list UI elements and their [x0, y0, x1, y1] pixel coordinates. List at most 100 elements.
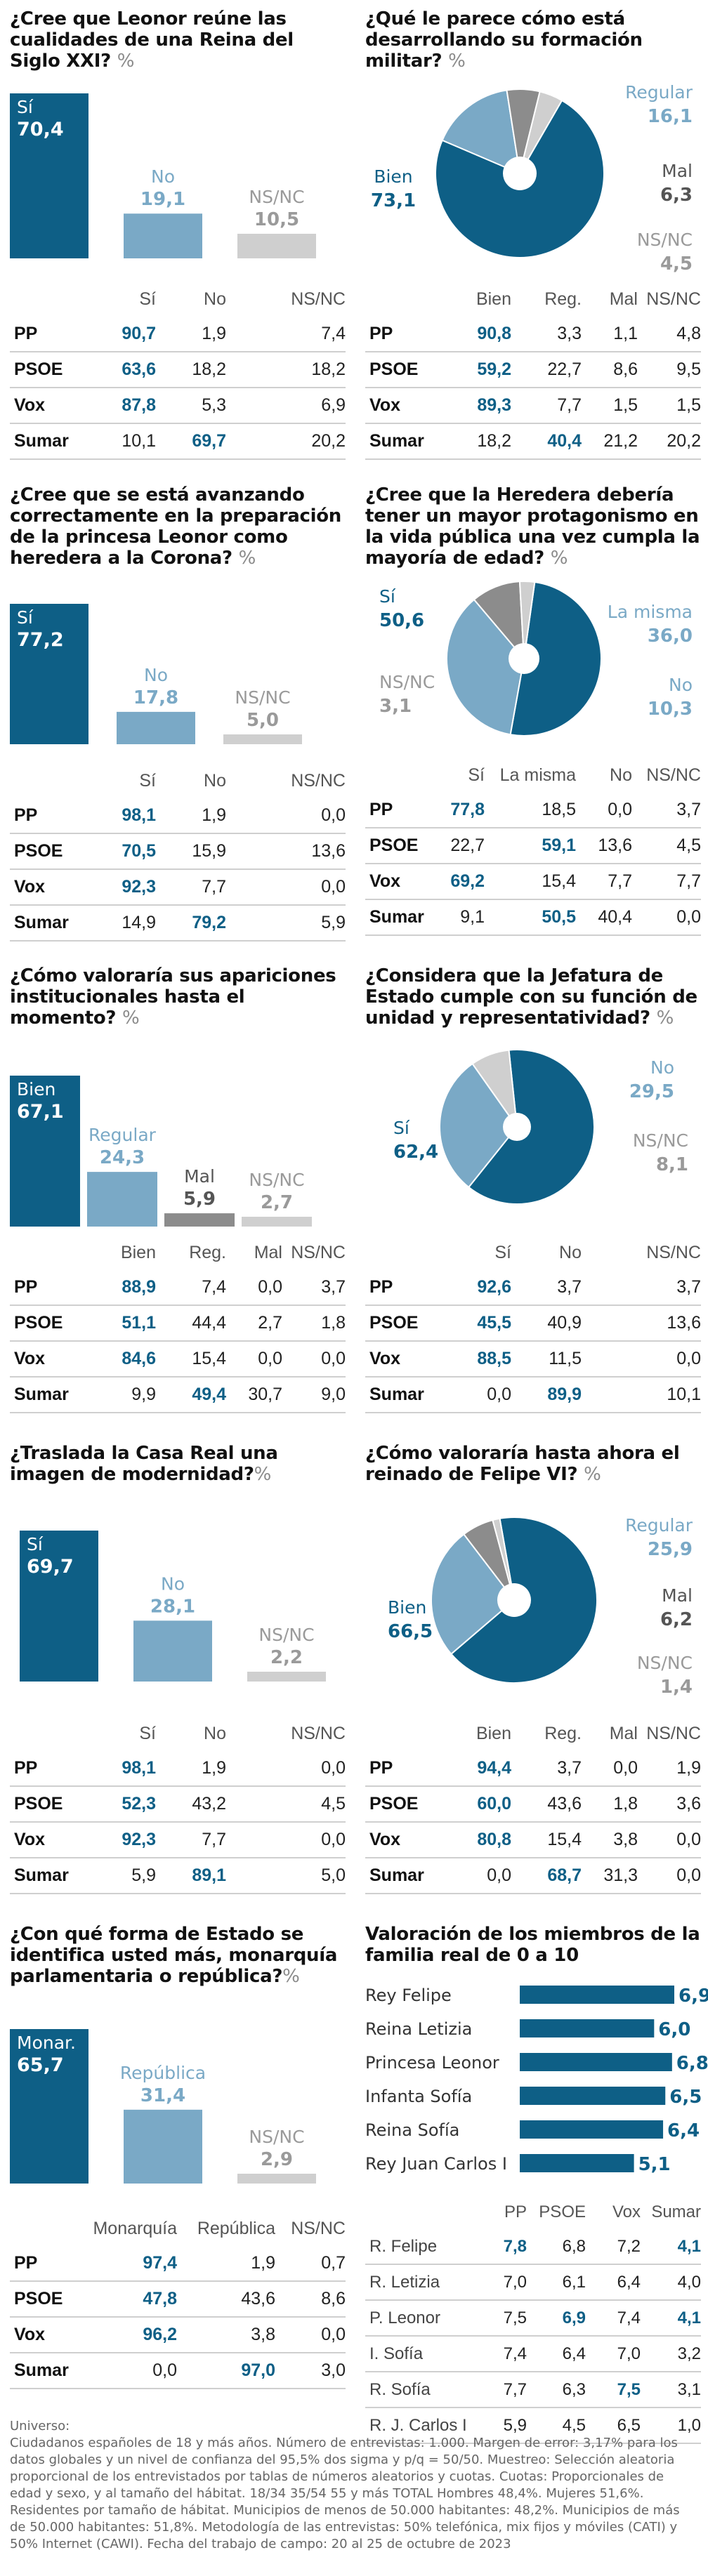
- table-row: Sumar 18,2 40,4 21,2 20,2: [365, 423, 701, 460]
- question-title: ¿Traslada la Casa Real una imagen de mod…: [10, 1443, 346, 1485]
- pie-value-label: 10,3: [648, 699, 693, 720]
- panel-forma-estado: ¿Con qué forma de Estado se identifica u…: [10, 1924, 346, 2389]
- table-row: Sumar 0,0 68,7 31,3 0,0: [365, 1858, 701, 1894]
- row-label: P. Leonor: [365, 2300, 471, 2337]
- question-text: ¿Con qué forma de Estado se identifica u…: [10, 1924, 338, 1987]
- pie-category-label: Mal: [662, 161, 693, 181]
- table-header-row: Sí No NS/NC: [10, 764, 346, 798]
- table-cell: 49,4: [156, 1377, 226, 1413]
- pie-category-label: Sí: [393, 1118, 410, 1138]
- row-label: Vox: [365, 1341, 427, 1378]
- table-header-row: Bien Reg. Mal NS/NC: [365, 282, 701, 317]
- table-row: I. Sofía 7,4 6,4 7,0 3,2: [365, 2336, 701, 2372]
- table-header-row: Monarquía República NS/NC: [10, 2212, 346, 2246]
- table-row: PP 90,7 1,9 7,4: [10, 317, 346, 352]
- hbar-value-label: 6,8: [676, 2053, 708, 2074]
- row-label: Sumar: [10, 2353, 72, 2389]
- bar-value-label: 5,9: [183, 1189, 216, 1210]
- pie-slice-0: [509, 581, 602, 737]
- party-table: Sí No NS/NC PP 98,1 1,9 0,0 PSOE 52,3 43,2 4,5 Vox 9…: [10, 1717, 346, 1894]
- table-cell: 20,2: [638, 423, 701, 460]
- bar-value-label: 67,1: [17, 1101, 64, 1123]
- question-unit: %: [282, 1966, 300, 1987]
- pie-value-label: 6,3: [660, 185, 693, 206]
- bar-value-label: 65,7: [17, 2054, 64, 2076]
- party-table: Bien Reg. Mal NS/NC PP 90,8 3,3 1,1 4,8 PSOE 59,2 2…: [365, 282, 701, 460]
- table-cell: 2,7: [226, 1305, 282, 1342]
- row-label: Sumar: [365, 1377, 427, 1413]
- table-cell: 7,7: [576, 864, 632, 900]
- table-cell: 18,5: [485, 793, 576, 828]
- table-row: Vox 89,3 7,7 1,5 1,5: [365, 388, 701, 424]
- question-title: ¿Con qué forma de Estado se identifica u…: [10, 1924, 346, 1987]
- table-row: Sumar 9,1 50,5 40,4 0,0: [365, 899, 701, 936]
- bar-category-label: No: [161, 1573, 185, 1594]
- table-cell: 5,9: [471, 2407, 527, 2444]
- table-row: Vox 92,3 7,7 0,0: [10, 869, 346, 906]
- row-label: PP: [365, 317, 427, 352]
- pie-chart: Sí 62,4 No 29,5 NS/NC 8,1: [393, 1049, 688, 1205]
- pie-slice-3: [492, 1517, 515, 1601]
- row-label: PP: [10, 1751, 72, 1787]
- table-cell: 3,7: [632, 793, 701, 828]
- bar-category-label: Monar.: [17, 2033, 76, 2053]
- panel-reinado-felipe: ¿Cómo valoraría hasta ahora el reinado d…: [365, 1443, 701, 1894]
- table-column-header: Bien: [120, 1243, 156, 1262]
- methodology-footer: Universo: Ciudadanos españoles de 18 y m…: [10, 2419, 680, 2551]
- pie-category-label: Mal: [662, 1585, 693, 1606]
- row-label: Sumar: [10, 1377, 72, 1413]
- panel-preparacion-heredera: ¿Cree que se está avanzando correctament…: [10, 484, 346, 942]
- pie-category-label: NS/NC: [637, 230, 693, 250]
- table-cell: 89,9: [511, 1377, 582, 1413]
- table-column-header: Reg.: [544, 1724, 582, 1743]
- panel-modernidad: ¿Traslada la Casa Real una imagen de mod…: [10, 1443, 346, 1894]
- table-cell: 0,0: [638, 1822, 701, 1858]
- party-table: Bien Reg. Mal NS/NC PP 94,4 3,7 0,0 1,9 PSOE 60,0 4…: [365, 1717, 701, 1894]
- table-cell: 0,0: [582, 1751, 638, 1787]
- table-cell: 7,8: [471, 2229, 527, 2265]
- table-cell: 60,0: [427, 1786, 511, 1823]
- table-cell: 7,4: [156, 1270, 226, 1306]
- table-cell: 7,0: [471, 2264, 527, 2301]
- table-cell: 3,3: [511, 317, 582, 352]
- table-cell: 6,9: [226, 388, 346, 424]
- table-cell: 6,5: [586, 2407, 641, 2444]
- table-column-header: Bien: [476, 289, 511, 309]
- table-cell: 92,3: [72, 1822, 156, 1858]
- table-cell: 1,5: [638, 388, 701, 424]
- bar-value-label: 17,8: [133, 687, 178, 708]
- table-cell: 88,9: [72, 1270, 156, 1306]
- table-column-header: Sí: [139, 1724, 156, 1743]
- party-table: Sí No NS/NC PP 98,1 1,9 0,0 PSOE 70,5 15,9 13,6 Vox…: [10, 764, 346, 942]
- table-cell: 47,8: [72, 2281, 177, 2318]
- hbar-1: [520, 2019, 655, 2037]
- member-table: PP PSOE Vox Sumar R. Felipe 7,8 6,8 7,2 4,1 R. Le…: [365, 2195, 701, 2444]
- table-cell: 1,8: [282, 1305, 346, 1342]
- row-label: PP: [10, 1270, 72, 1306]
- bar-value-label: 2,7: [261, 1192, 293, 1213]
- bar-value-label: 19,1: [140, 189, 185, 210]
- row-label: PP: [10, 317, 72, 352]
- pie-hole: [503, 157, 537, 190]
- hbar-category-label: Princesa Leonor: [365, 2053, 499, 2073]
- table-cell: 4,0: [641, 2264, 701, 2301]
- table-cell: 7,7: [511, 388, 582, 424]
- hbar-category-label: Rey Felipe: [365, 1986, 452, 2005]
- table-cell: 20,2: [226, 423, 346, 460]
- table-column-header: NS/NC: [646, 1724, 701, 1743]
- row-label: PP: [10, 798, 72, 834]
- bar-2: [164, 1213, 235, 1227]
- question-unit: %: [656, 1008, 674, 1029]
- row-label: PSOE: [365, 1305, 427, 1342]
- table-row: Sumar 0,0 89,9 10,1: [365, 1377, 701, 1413]
- pie-slice-1: [446, 598, 525, 736]
- table-column-header: NS/NC: [291, 1243, 346, 1262]
- table-row: Sumar 5,9 89,1 5,0: [10, 1858, 346, 1894]
- table-row: PSOE 70,5 15,9 13,6: [10, 833, 346, 870]
- bar-category-label: NS/NC: [249, 2127, 304, 2147]
- row-label: PSOE: [365, 352, 427, 388]
- pie-category-label: No: [669, 675, 693, 695]
- bar-1: [124, 213, 202, 258]
- table-row: PP 88,9 7,4 0,0 3,7: [10, 1270, 346, 1306]
